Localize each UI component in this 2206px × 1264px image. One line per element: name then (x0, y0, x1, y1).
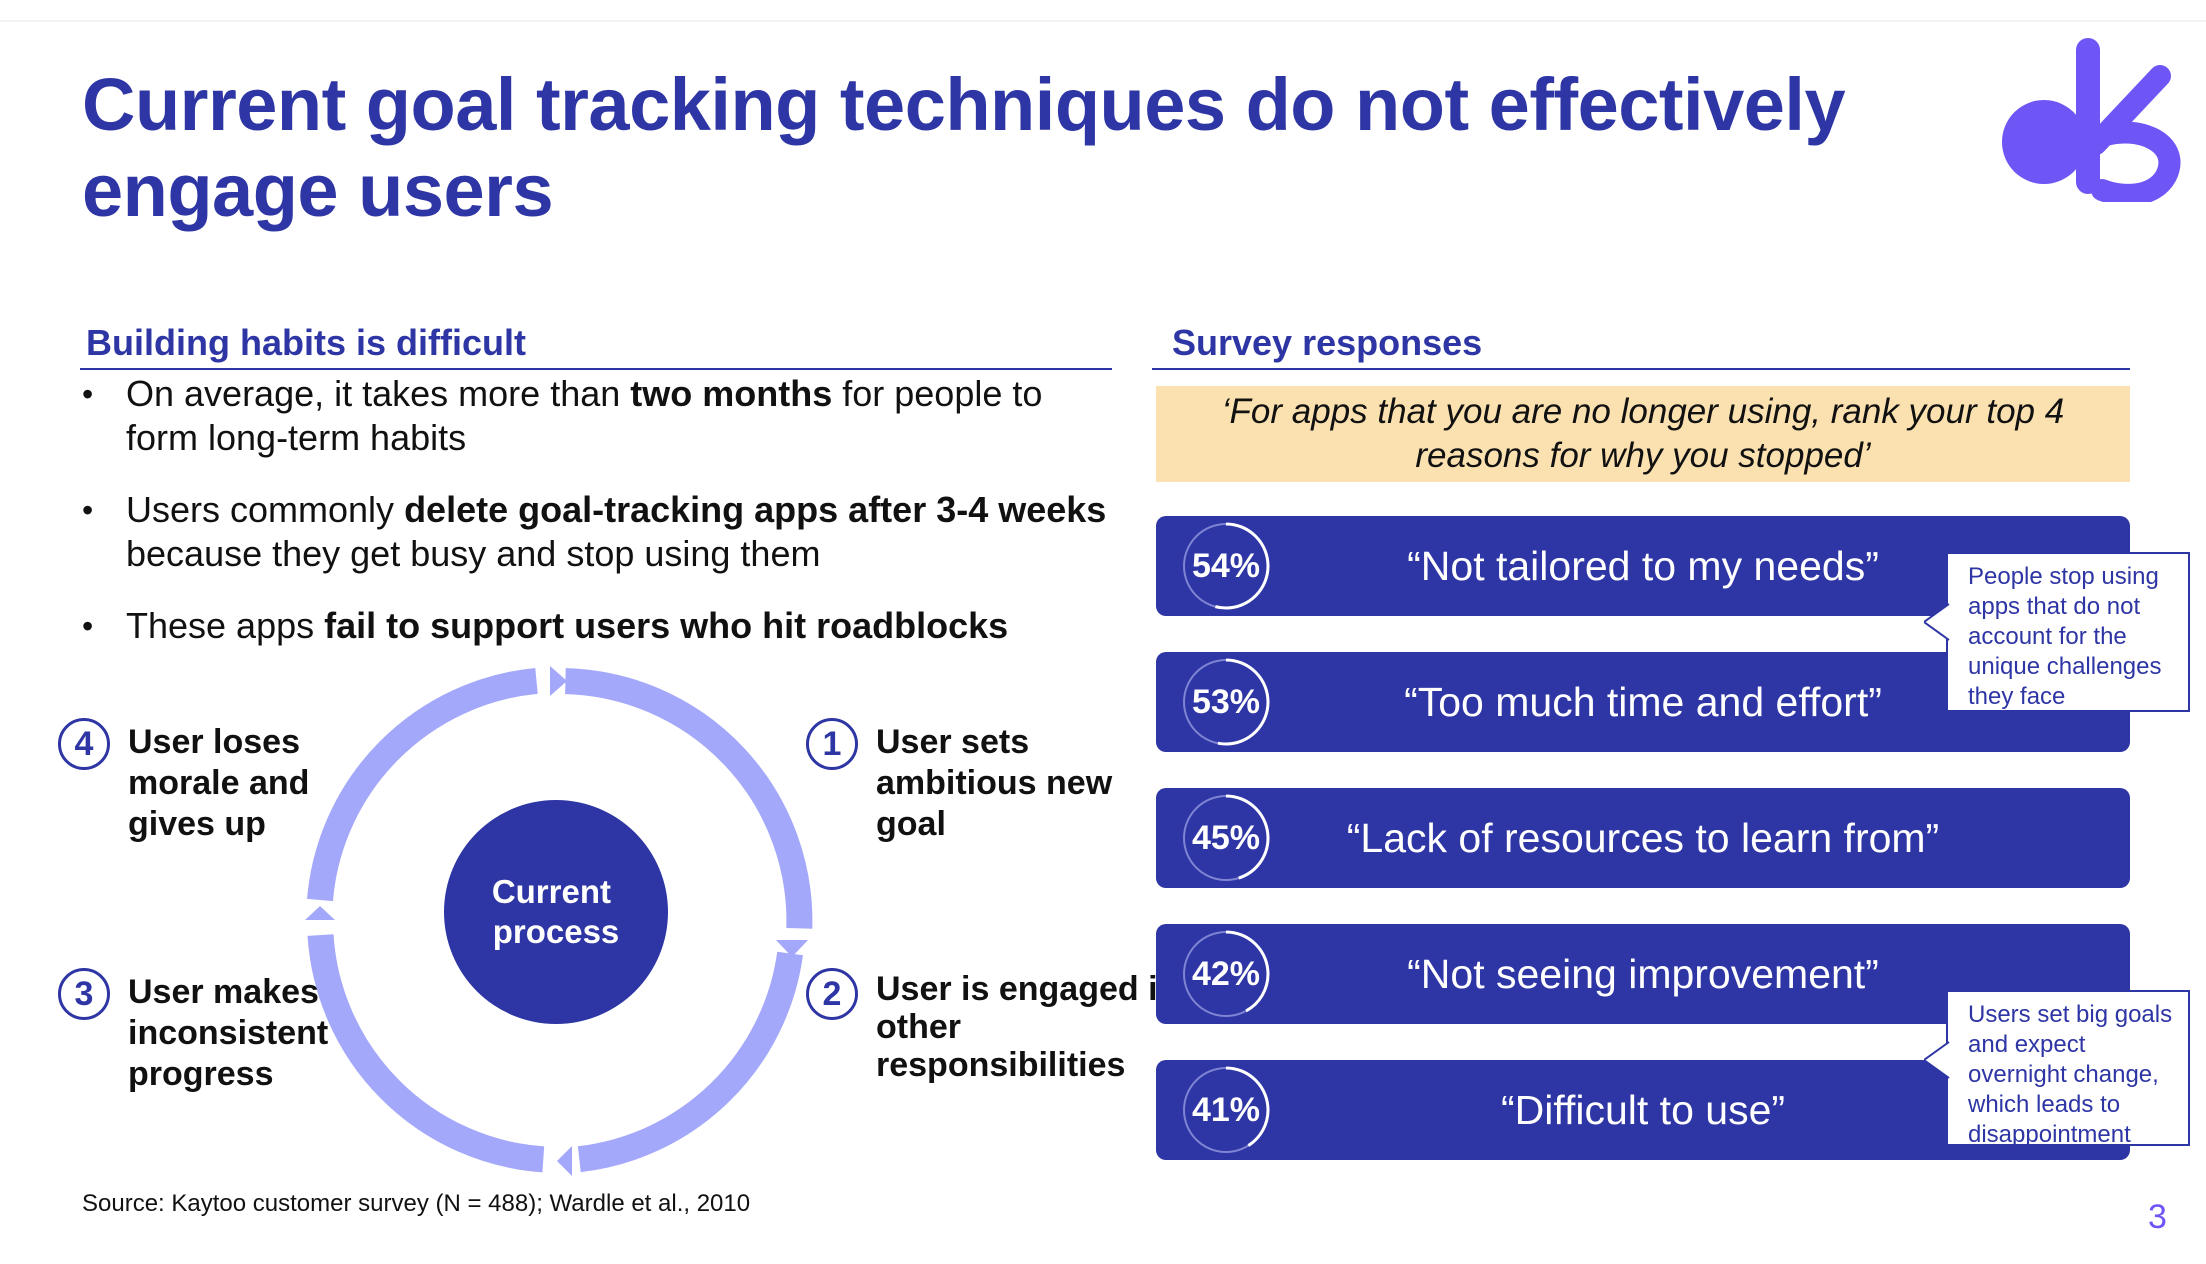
bullet-item: On average, it takes more than two month… (80, 372, 1120, 460)
percent-ring-icon (1182, 794, 1270, 882)
callout-pointer (1924, 1041, 1950, 1079)
step-label: User is engaged in other responsibilitie… (876, 970, 1179, 1084)
kaytoo-logo-icon (2002, 38, 2181, 202)
cycle-center (444, 800, 668, 1024)
response-quote: “Too much time and effort” (1404, 679, 1882, 725)
step-number-badge: 4 (58, 718, 110, 770)
cycle-arrow-segment (307, 667, 538, 902)
cycle-arrowhead (305, 906, 335, 920)
step-number-badge: 3 (58, 968, 110, 1020)
callout-text: Users set big goals and expect overnight… (1968, 1001, 2173, 1148)
callout-box: People stop using apps that do not accou… (1924, 552, 2190, 712)
response-quote: “Difficult to use” (1500, 1087, 1786, 1133)
source-note: Source: Kaytoo customer survey (N = 488)… (82, 1190, 751, 1217)
cycle-arrowhead (776, 940, 808, 957)
bullet-item: Users commonly delete goal-tracking apps… (80, 488, 1120, 576)
response-quote: “Not seeing improvement” (1407, 951, 1879, 997)
cycle-arrow-segment (565, 668, 813, 929)
cycle-arrowhead (557, 1146, 572, 1176)
response-percent: 41% (1191, 1091, 1261, 1129)
response-percent: 54% (1191, 547, 1261, 585)
callout-pointer (1924, 603, 1950, 641)
cycle-arrow-segment (577, 951, 803, 1173)
step-label: User makes inconsistent progress (128, 973, 329, 1093)
left-section-heading: Building habits is difficult (80, 322, 1112, 370)
percent-ring-icon (1182, 930, 1270, 1018)
page-number: 3 (2148, 1198, 2167, 1236)
step-number-badge: 1 (806, 718, 858, 770)
callout-text: People stop using apps that do not accou… (1968, 563, 2162, 710)
process-cycle-diagram: Current process (305, 666, 813, 1176)
survey-response-bar: 45% “Lack of resources to learn from” (1156, 788, 2130, 888)
cycle-arrowhead (550, 666, 567, 696)
bullet-item: These apps fail to support users who hit… (80, 604, 1120, 648)
survey-question: ‘For apps that you are no longer using, … (1156, 386, 2130, 482)
callout-box: Users set big goals and expect overnight… (1924, 990, 2190, 1148)
cycle-arrow-segment (307, 934, 545, 1173)
right-section-heading: Survey responses (1152, 322, 2130, 370)
percent-ring-icon (1182, 658, 1270, 746)
response-quote: “Not tailored to my needs” (1407, 543, 1879, 589)
response-percent: 45% (1191, 819, 1261, 857)
slide-title: Current goal tracking techniques do not … (82, 63, 1846, 232)
response-percent: 42% (1191, 955, 1261, 993)
response-quote: “Lack of resources to learn from” (1346, 815, 1940, 861)
step-label: User loses morale and gives up (128, 723, 310, 843)
response-percent: 53% (1191, 683, 1261, 721)
habit-bullet-list: On average, it takes more than two month… (80, 372, 1120, 676)
step-number-badge: 2 (806, 968, 858, 1020)
top-divider (0, 20, 2206, 22)
step-label: User sets ambitious new goal (876, 723, 1113, 843)
cycle-center-label: Current process (492, 873, 620, 950)
percent-ring-icon (1182, 1066, 1270, 1154)
percent-ring-icon (1182, 522, 1270, 610)
